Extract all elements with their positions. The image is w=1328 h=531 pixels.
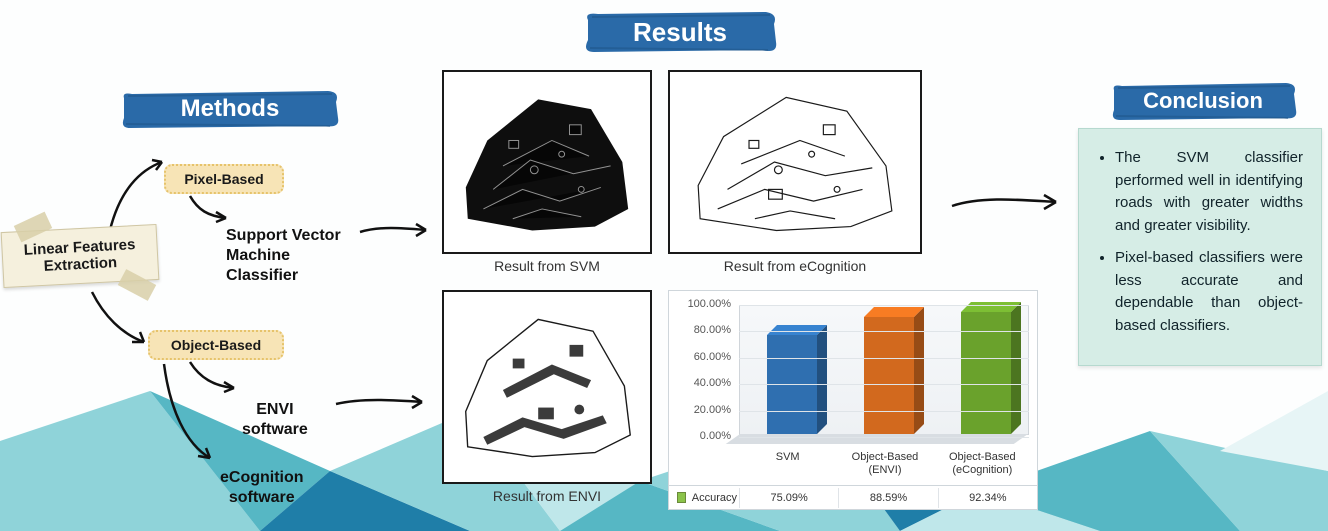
envi-label-text: ENVI software (242, 401, 308, 438)
arrow-envi-to-panel (332, 388, 432, 418)
chart-ytick: 100.00% (669, 298, 731, 310)
caption-envi: Result from ENVI (442, 488, 652, 504)
object-based-label: Object-Based (171, 337, 261, 353)
chart-category-label: SVM (739, 451, 836, 464)
chart-value-cell: 92.34% (938, 488, 1037, 508)
methods-header-text: Methods (181, 95, 280, 123)
panel-envi (442, 290, 652, 484)
caption-ecognition: Result from eCognition (668, 258, 922, 274)
pixel-based-pill: Pixel-Based (164, 164, 284, 194)
chart-ytick: 80.00% (669, 324, 731, 336)
chart-value-cell: 88.59% (838, 488, 937, 508)
conclusion-bullet-2: Pixel-based classifiers were less accura… (1115, 247, 1303, 337)
chart-plot-area (739, 305, 1029, 435)
chart-category-label: Object-Based (ENVI) (836, 451, 933, 477)
arrow-results-to-conclusion (948, 186, 1068, 222)
pixel-based-label: Pixel-Based (184, 171, 263, 187)
chart-gridline (739, 384, 1029, 385)
panel-svm (442, 70, 652, 254)
chart-ytick: 40.00% (669, 377, 731, 389)
results-header-text: Results (633, 17, 727, 48)
chart-ytick: 0.00% (669, 430, 731, 442)
envi-label: ENVI software (242, 380, 308, 440)
chart-value-cell: 75.09% (739, 488, 838, 508)
chart-bar (864, 317, 924, 434)
panel-ecognition (668, 70, 922, 254)
ecognition-label-text: eCognition software (220, 469, 304, 506)
chart-ytick: 20.00% (669, 404, 731, 416)
conclusion-list: The SVM classifier performed well in ide… (1097, 147, 1303, 337)
chart-data-row: Accuracy75.09%88.59%92.34% (669, 485, 1037, 509)
results-header: Results (580, 8, 780, 56)
legend-series-label: Accuracy (692, 492, 737, 504)
caption-svm: Result from SVM (442, 258, 652, 274)
root-sticky-text: Linear Features Extraction (23, 236, 136, 276)
chart-gridline (739, 305, 1029, 306)
svm-label: Support Vector Machine Classifier (226, 206, 341, 286)
chart-ytick: 60.00% (669, 351, 731, 363)
arrow-svm-to-panel (356, 216, 436, 246)
arrow-object-to-ecog (156, 360, 226, 470)
methods-header: Methods (118, 88, 342, 130)
conclusion-header: Conclusion (1108, 80, 1298, 122)
chart-gridline (739, 437, 1029, 438)
svm-label-text: Support Vector Machine Classifier (226, 227, 341, 284)
chart-gridline (739, 358, 1029, 359)
object-based-pill: Object-Based (148, 330, 284, 360)
conclusion-bullet-1: The SVM classifier performed well in ide… (1115, 147, 1303, 237)
legend-swatch-icon (677, 492, 686, 503)
chart-gridline (739, 411, 1029, 412)
chart-gridline (739, 331, 1029, 332)
conclusion-card: The SVM classifier performed well in ide… (1078, 128, 1322, 366)
accuracy-chart: 0.00%20.00%40.00%60.00%80.00%100.00%SVMO… (668, 290, 1038, 510)
conclusion-header-text: Conclusion (1143, 88, 1263, 114)
ecognition-label: eCognition software (220, 448, 304, 508)
chart-category-label: Object-Based (eCognition) (934, 451, 1031, 477)
